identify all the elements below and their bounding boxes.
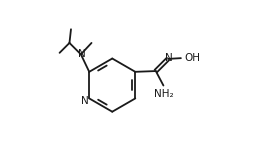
Text: NH₂: NH₂ — [154, 89, 174, 99]
Text: OH: OH — [185, 53, 201, 63]
Text: N: N — [81, 96, 89, 106]
Text: N: N — [165, 53, 173, 63]
Text: N: N — [78, 49, 86, 59]
